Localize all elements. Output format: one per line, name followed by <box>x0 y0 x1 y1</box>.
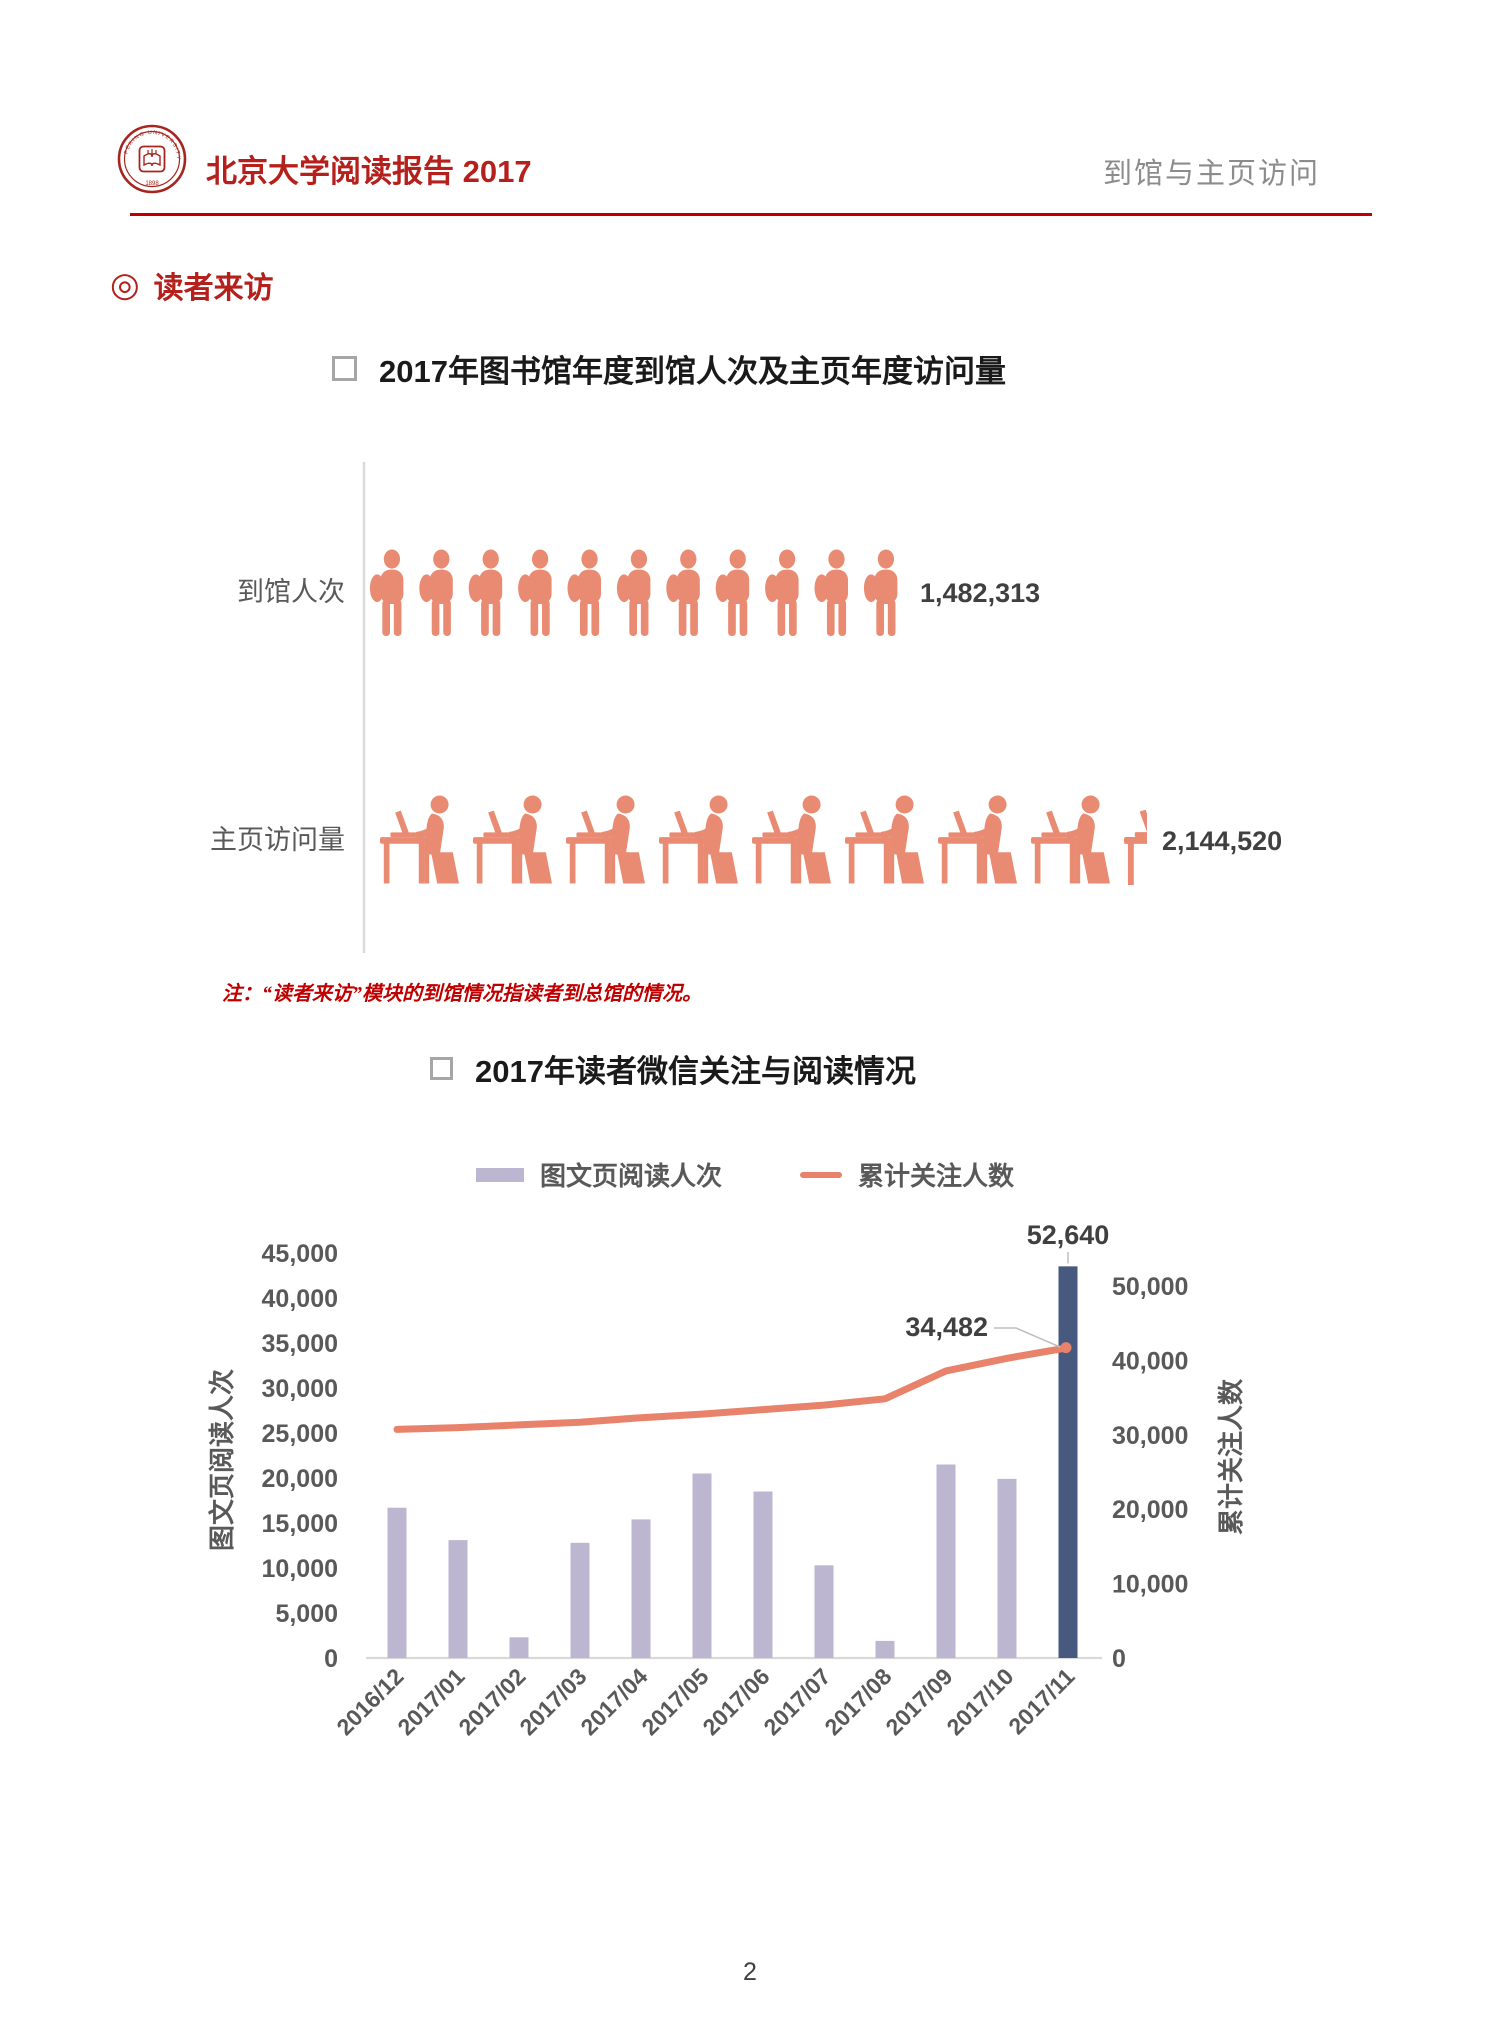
person-at-computer-icon <box>473 796 552 884</box>
bar-2017/10 <box>997 1478 1017 1658</box>
pictogram-chart: 到馆人次 1,482,313 主页访问量 2,144,520 <box>210 462 1282 953</box>
line-label-callout <box>994 1327 1061 1348</box>
combo-chart-title: 2017年读者微信关注与阅读情况 <box>475 1054 916 1089</box>
right-axis-tick: 50,000 <box>1112 1273 1188 1301</box>
person-standing-icon <box>815 549 848 636</box>
bar-series-legend-label: 图文页阅读人次 <box>539 1161 722 1191</box>
person-at-computer-icon <box>938 796 1017 884</box>
line-end-marker <box>1060 1342 1072 1354</box>
right-axis-tick: 20,000 <box>1112 1496 1188 1524</box>
person-standing-icon <box>666 549 699 636</box>
header-chapter-label: 到馆与主页访问 <box>1102 158 1320 190</box>
x-axis-label: 2017/02 <box>453 1663 530 1740</box>
svg-text:PEKING UNIVERSITY LIBRARY: PEKING UNIVERSITY LIBRARY <box>116 123 181 160</box>
cumulative-followers-line <box>393 1344 1072 1433</box>
bar-2016/12 <box>387 1507 407 1658</box>
person-standing-icon <box>864 549 897 636</box>
right-axis-tick: 0 <box>1112 1645 1126 1673</box>
bar-2017/02 <box>509 1637 529 1658</box>
seal-year: 1898 <box>145 181 159 187</box>
line-series-legend-label: 累计关注人数 <box>858 1161 1015 1191</box>
x-axis-label: 2016/12 <box>331 1663 408 1740</box>
x-axis-label: 2017/03 <box>514 1663 591 1740</box>
row-homepage-value: 2,144,520 <box>1162 826 1282 856</box>
person-at-computer-icon <box>659 796 738 884</box>
x-axis-label: 2017/04 <box>575 1663 652 1740</box>
seal-ring-text: PEKING UNIVERSITY LIBRARY <box>116 123 180 160</box>
person-standing-icon <box>716 549 749 636</box>
bar-2017/05 <box>692 1473 712 1658</box>
right-axis-title: 累计关注人数 <box>1216 1378 1246 1535</box>
right-axis-tick: 40,000 <box>1112 1347 1188 1375</box>
pictogram-chart-title: 2017年图书馆年度到馆人次及主页年度访问量 <box>379 354 1006 389</box>
person-at-computer-icon <box>380 796 459 884</box>
combo-chart: 0 5,000 10,000 15,000 20,000 25,000 30,000 35,0… <box>207 1220 1246 1740</box>
bar-2017/03 <box>570 1542 590 1658</box>
x-axis-label: 2017/01 <box>392 1663 469 1740</box>
combo-chart-title-row: 2017年读者微信关注与阅读情况 <box>430 1046 916 1091</box>
left-axis-tick: 45,000 <box>262 1240 338 1268</box>
line-series-swatch-icon <box>800 1171 842 1178</box>
person-at-computer-icon <box>845 796 924 884</box>
x-axis-label: 2017/11 <box>1003 1663 1079 1739</box>
right-axis-tick: 10,000 <box>1112 1571 1188 1599</box>
section-heading: ◎ 读者来访 <box>110 263 274 307</box>
x-axis-label: 2017/08 <box>819 1663 896 1740</box>
x-axis-label: 2017/07 <box>758 1663 835 1740</box>
square-bullet-icon <box>332 356 357 381</box>
x-axis-label: 2017/09 <box>880 1663 957 1740</box>
page-number: 2 <box>743 1958 757 1986</box>
bar-2017/09 <box>936 1464 956 1658</box>
bar-2017/07 <box>814 1565 834 1658</box>
section-title: 读者来访 <box>153 272 274 305</box>
left-axis-tick: 0 <box>324 1645 338 1673</box>
bar-2017/04 <box>631 1519 651 1658</box>
left-axis-tick: 10,000 <box>262 1555 338 1583</box>
pku-library-seal-icon: PEKING UNIVERSITY LIBRARY 1898 <box>116 123 187 194</box>
x-axis-label: 2017/06 <box>697 1663 774 1740</box>
person-standing-icon <box>518 549 551 636</box>
left-axis-title: 图文页阅读人次 <box>207 1369 237 1551</box>
row-visits-label: 到馆人次 <box>237 577 345 607</box>
person-standing-icon <box>568 549 601 636</box>
row-visits-value: 1,482,313 <box>920 578 1040 608</box>
bar-2017/11 <box>1058 1266 1078 1658</box>
left-axis-tick: 20,000 <box>262 1465 338 1493</box>
right-axis-tick: 30,000 <box>1112 1422 1188 1450</box>
line-data-label: 34,482 <box>905 1312 988 1342</box>
header-divider <box>130 213 1372 216</box>
double-circle-bullet-icon: ◎ <box>110 266 140 304</box>
row-homepage-label: 主页访问量 <box>210 825 345 855</box>
report-title: 北京大学阅读报告 2017 <box>206 154 532 189</box>
person-at-computer-icon <box>1031 796 1110 884</box>
person-at-computer-icon <box>566 796 645 884</box>
bar-2017/08 <box>875 1640 895 1658</box>
person-standing-icon <box>469 549 502 636</box>
left-axis-tick: 5,000 <box>275 1600 338 1628</box>
left-axis-tick: 25,000 <box>262 1420 338 1448</box>
pictogram-chart-title-row: 2017年图书馆年度到馆人次及主页年度访问量 <box>332 346 1006 391</box>
person-at-computer-icon <box>752 796 831 884</box>
bar-data-label: 52,640 <box>1027 1220 1110 1250</box>
x-axis-label: 2017/05 <box>636 1663 713 1740</box>
square-bullet-icon <box>430 1057 453 1080</box>
left-axis-tick: 15,000 <box>262 1510 338 1538</box>
footnote: 注：“读者来访”模块的到馆情况指读者到总馆的情况。 <box>222 983 702 1005</box>
bar-2017/01 <box>448 1540 468 1658</box>
person-standing-icon <box>370 549 403 636</box>
person-standing-icon <box>617 549 650 636</box>
chart-legend: 图文页阅读人次 累计关注人数 <box>340 1156 1150 1193</box>
left-axis-tick: 40,000 <box>262 1285 338 1313</box>
bar-series-swatch-icon <box>475 1167 524 1182</box>
person-standing-icon <box>765 549 798 636</box>
x-axis-label: 2017/10 <box>941 1663 1018 1740</box>
bar-2017/06 <box>753 1491 773 1658</box>
person-standing-icon <box>419 549 452 636</box>
left-axis-tick: 30,000 <box>262 1375 338 1403</box>
left-axis-tick: 35,000 <box>262 1330 338 1358</box>
